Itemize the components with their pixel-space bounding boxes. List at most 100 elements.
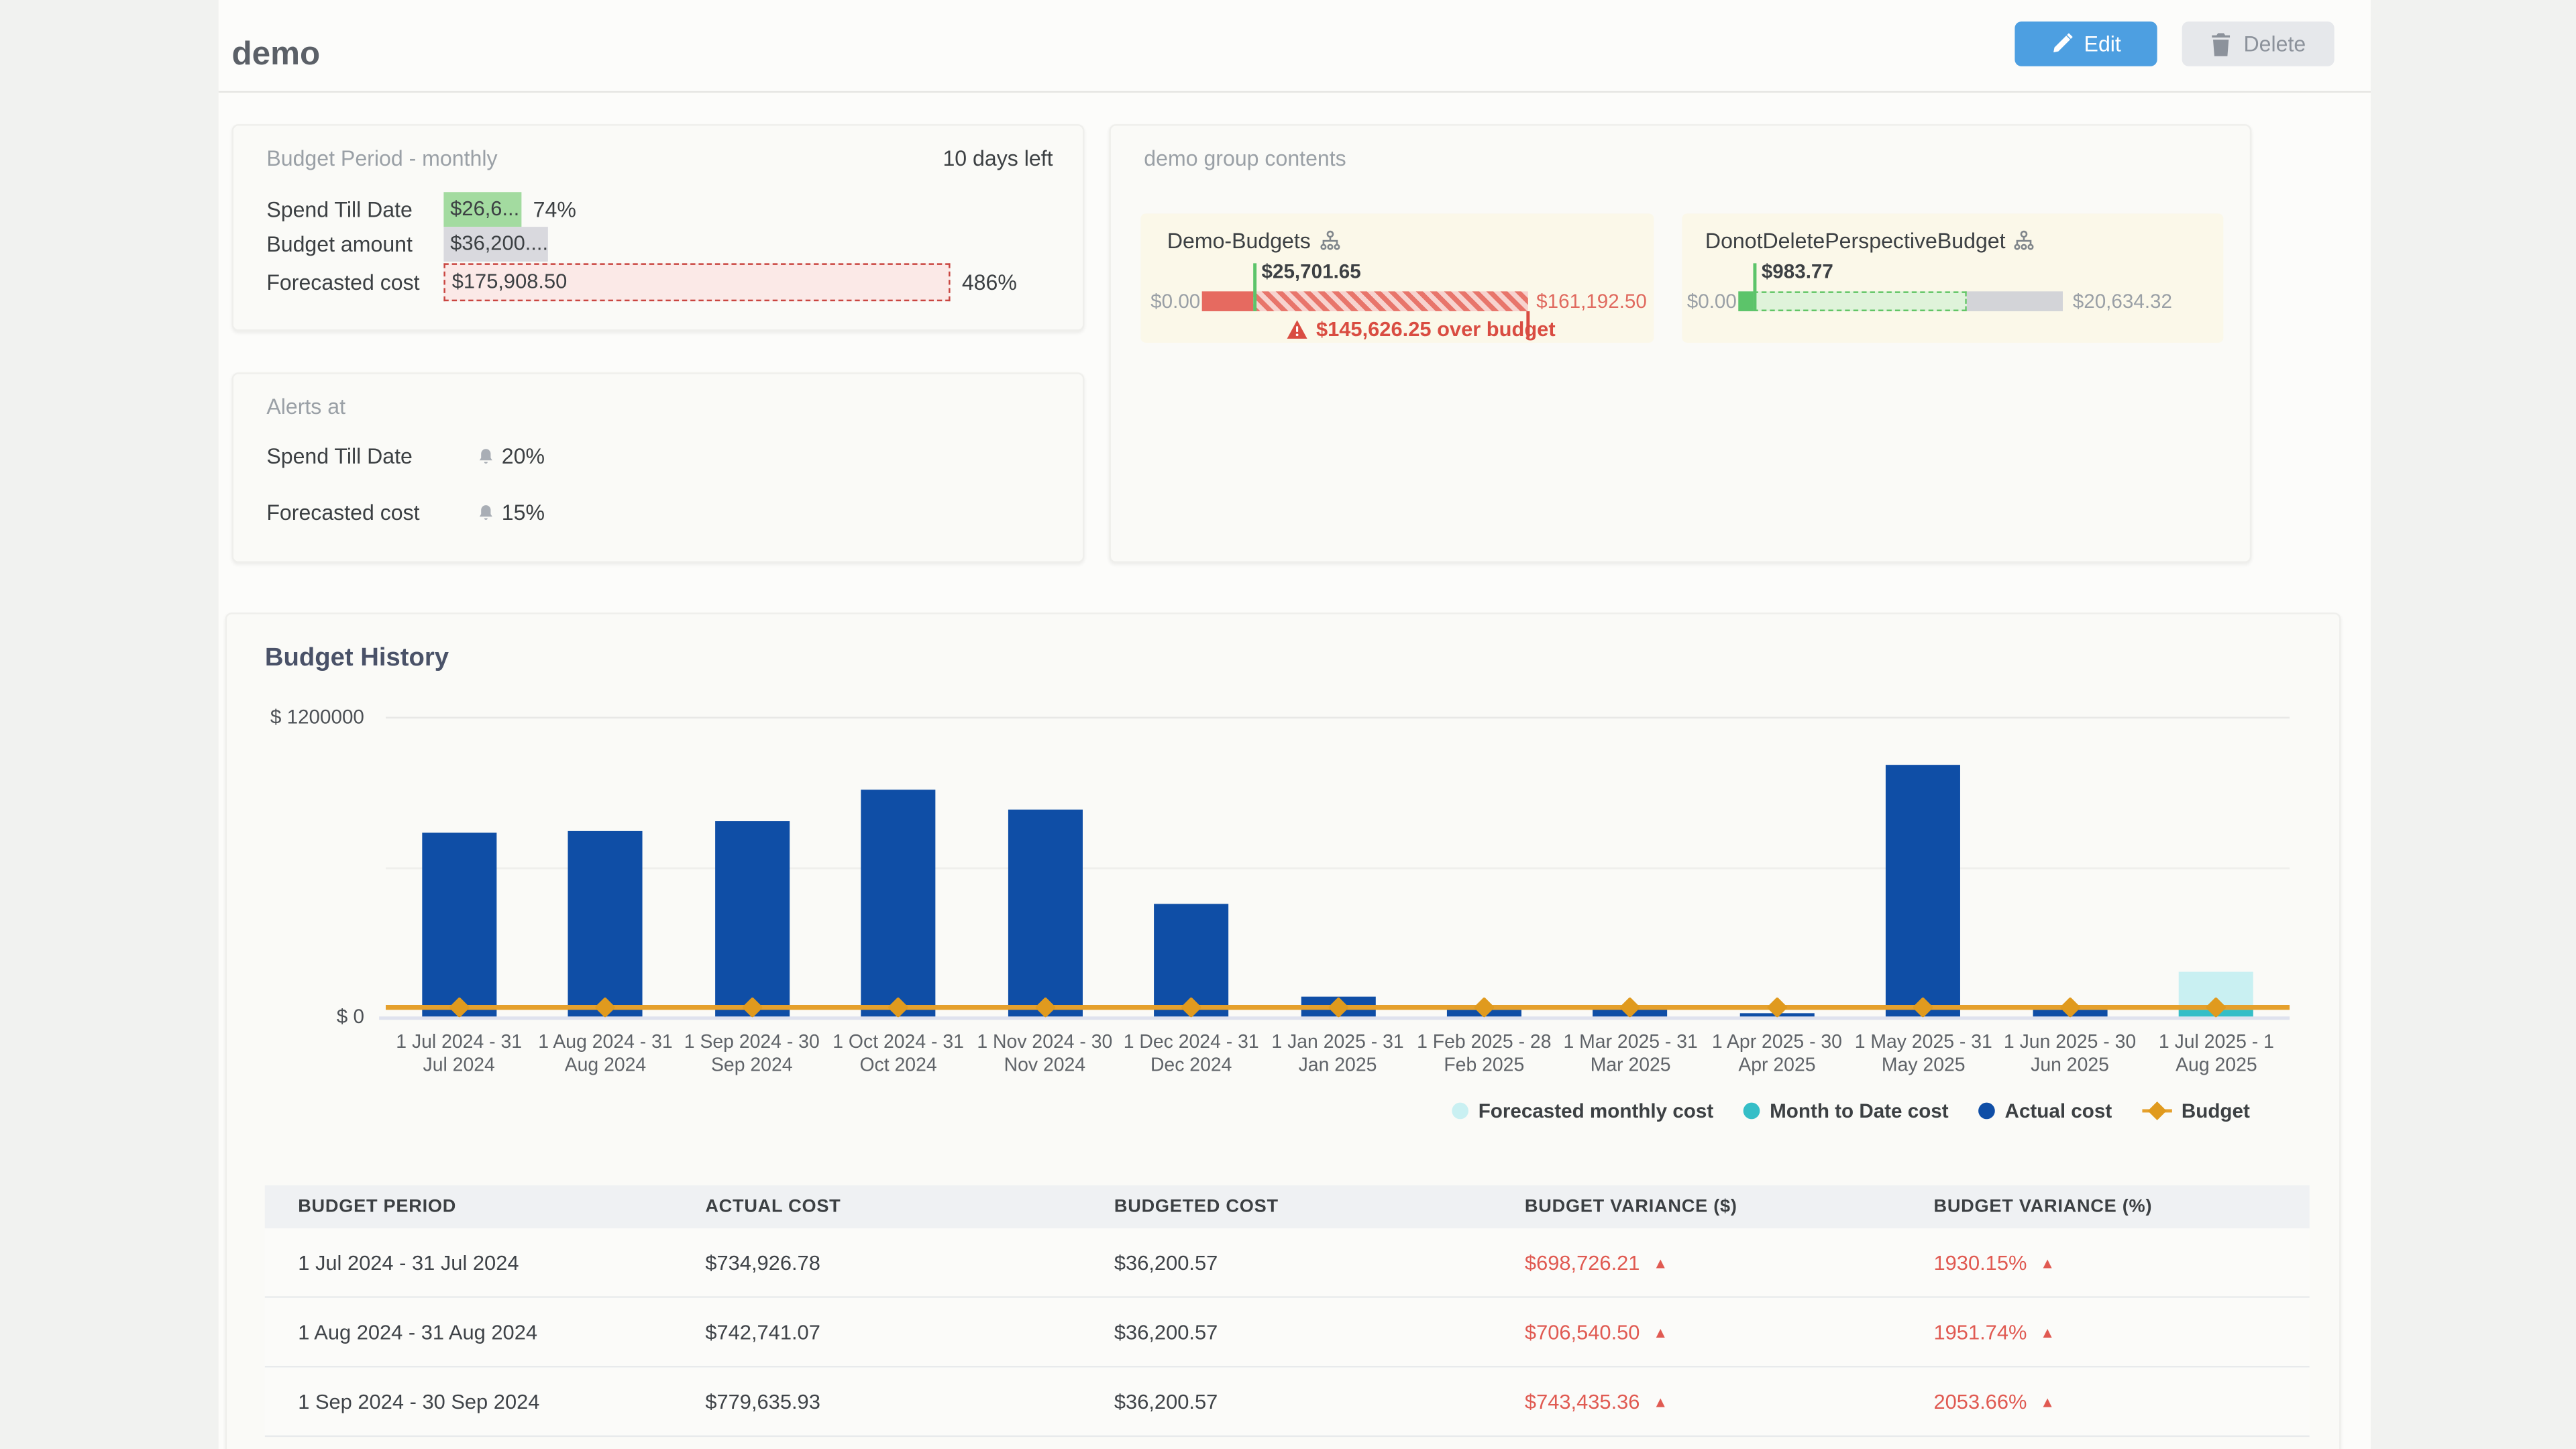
header-divider (218, 91, 2371, 93)
budget-period-row-percent: 486% (961, 270, 1017, 295)
actual-cost-bar[interactable] (568, 830, 643, 1017)
budget-period-card-title: Budget Period - monthly (266, 146, 498, 171)
hierarchy-icon (1319, 230, 1340, 252)
variance-up-icon: ▲ (1653, 1324, 1668, 1340)
actual-marker-line (1253, 263, 1256, 311)
edit-button[interactable]: Edit (2015, 21, 2157, 66)
chart-gridline (386, 716, 2290, 719)
y-axis-label-top: $ 1200000 (270, 705, 364, 729)
budget-tile-name-text: DonotDeletePerspectiveBudget (1705, 228, 2006, 254)
budget-period-row-label: Forecasted cost (266, 270, 420, 295)
actual-cost-bar[interactable] (1007, 809, 1082, 1017)
over-budget-text: $145,626.25 over budget (1316, 317, 1556, 341)
legend-dot-icon (1978, 1102, 1995, 1120)
cell-budget-variance-pct: 1930.15% ▲ (1933, 1250, 2055, 1275)
legend-item-forecasted-monthly-cost[interactable]: Forecasted monthly cost (1452, 1099, 1714, 1123)
table-row[interactable]: 1 Sep 2024 - 30 Sep 2024 $779,635.93 $36,2… (264, 1367, 2310, 1438)
cell-budget-variance-usd: $706,540.50 ▲ (1524, 1320, 1668, 1344)
hierarchy-icon (2014, 230, 2035, 252)
x-axis-tick-label: 1 Aug 2024 - 31 Aug 2024 (538, 1032, 673, 1077)
table-row[interactable]: 1 Jul 2024 - 31 Jul 2024 $734,926.78 $36,2… (264, 1228, 2310, 1298)
legend-dot-icon (1743, 1102, 1760, 1120)
x-axis-tick-label: 1 Feb 2025 - 28 Feb 2025 (1417, 1032, 1552, 1077)
alerts-card-title: Alerts at (266, 394, 346, 419)
bar-max-label: $161,192.50 (1536, 289, 1647, 313)
cell-budgeted-cost: $36,200.57 (1114, 1250, 1218, 1275)
budget-tile-demo-budgets[interactable]: Demo-Budgets $25,701.65 $0.00 $161,192.50 $1… (1140, 213, 1654, 343)
alert-row: Forecasted cost 15% (266, 500, 545, 525)
x-axis-tick-label: 1 Dec 2024 - 31 Dec 2024 (1123, 1032, 1259, 1077)
bar-forecast-over-segment (1253, 291, 1528, 311)
budget-history-table: BUDGET PERIOD ACTUAL COST BUDGETED COST BUD… (264, 1185, 2310, 1438)
variance-up-icon: ▲ (2040, 1254, 2055, 1271)
budget-period-value-chip: $36,200.... (443, 227, 548, 262)
budget-tile-name: Demo-Budgets (1167, 229, 1340, 254)
budget-tile-bar (1738, 291, 2063, 311)
content-column: demo Edit Delete Budget Period - monthly… (218, 0, 2371, 1449)
cell-budget-period: 1 Aug 2024 - 31 Aug 2024 (298, 1320, 538, 1344)
cell-budgeted-cost: $36,200.57 (1114, 1389, 1218, 1413)
budget-tile-bar (1201, 291, 1528, 311)
x-axis-tick-label: 1 Jul 2024 - 31 Jul 2024 (396, 1032, 523, 1077)
budget-tile-actual-amount: $983.77 (1761, 260, 1833, 284)
pencil-icon (2051, 33, 2073, 54)
x-axis-tick-label: 1 Jan 2025 - 31 Jan 2025 (1271, 1032, 1404, 1077)
alert-row-label: Forecasted cost (266, 500, 420, 525)
budget-period-row: Forecasted cost $175,908.50 486% (266, 263, 1017, 302)
cell-actual-cost: $779,635.93 (705, 1389, 820, 1413)
budget-tile-actual-amount: $25,701.65 (1261, 260, 1361, 284)
legend-item-budget[interactable]: Budget (2141, 1099, 2250, 1123)
variance-up-icon: ▲ (2040, 1393, 2055, 1410)
x-axis-tick-label: 1 Jul 2025 - 1 Aug 2025 (2158, 1032, 2274, 1077)
table-row[interactable]: 1 Aug 2024 - 31 Aug 2024 $742,741.07 $36,2… (264, 1297, 2310, 1368)
legend-label: Forecasted monthly cost (1478, 1099, 1714, 1123)
actual-cost-bar[interactable] (1886, 765, 1961, 1017)
table-header-cell: BUDGET PERIOD (298, 1197, 457, 1217)
table-header-cell: BUDGET VARIANCE ($) (1524, 1197, 1737, 1217)
budget-period-card: Budget Period - monthly 10 days left Spe… (231, 124, 1085, 331)
delete-button[interactable]: Delete (2182, 21, 2334, 66)
legend-item-actual-cost[interactable]: Actual cost (1978, 1099, 2112, 1123)
delete-button-label: Delete (2243, 31, 2306, 56)
budget-history-chart: 1 Jul 2024 - 31 Jul 2024 1 Aug 2024 - 31 Au… (379, 716, 2290, 1076)
cell-budget-variance-usd: $698,726.21 ▲ (1524, 1250, 1668, 1275)
cell-actual-cost: $734,926.78 (705, 1250, 820, 1275)
actual-cost-bar[interactable] (714, 822, 790, 1017)
chart-baseline (379, 1016, 2290, 1020)
budget-period-value-chip: $175,908.50 (443, 263, 951, 302)
alert-row-label: Spend Till Date (266, 443, 413, 469)
page-title: demo (231, 36, 321, 73)
cell-budget-variance-pct: 2053.66% ▲ (1933, 1389, 2055, 1413)
variance-up-icon: ▲ (1653, 1254, 1668, 1271)
budget-period-row-label: Spend Till Date (266, 197, 413, 222)
legend-label: Actual cost (2004, 1099, 2112, 1123)
group-contents-card: demo group contents Demo-Budgets $25,701.… (1109, 124, 2252, 564)
legend-label: Budget (2181, 1099, 2250, 1123)
budget-period-value-chip: $26,6... (443, 192, 522, 227)
legend-label: Month to Date cost (1770, 1099, 1949, 1123)
over-budget-bracket-line (1526, 311, 1529, 338)
actual-cost-bar[interactable] (421, 833, 496, 1017)
chart-legend: Forecasted monthly cost Month to Date cos… (1452, 1099, 2250, 1123)
budget-period-row-label: Budget amount (266, 231, 413, 257)
table-header-cell: BUDGET VARIANCE (%) (1933, 1197, 2153, 1217)
bell-icon (477, 502, 495, 523)
cell-budget-variance-usd: $743,435.36 ▲ (1524, 1389, 1668, 1413)
bar-remaining-segment (1966, 291, 2063, 311)
table-header-cell: ACTUAL COST (705, 1197, 841, 1217)
chart-gridline (386, 866, 2290, 869)
budget-period-row: Budget amount $36,200.... (266, 227, 548, 262)
x-axis-tick-label: 1 Jun 2025 - 30 Jun 2025 (2003, 1032, 2137, 1077)
budget-tile-donotdeleteperspectivebudget[interactable]: DonotDeletePerspectiveBudget $983.77 $0.00… (1682, 213, 2224, 343)
legend-item-month-to-date-cost[interactable]: Month to Date cost (1743, 1099, 1949, 1123)
over-budget-label: $145,626.25 over budget (1287, 318, 1556, 341)
x-axis-tick-label: 1 Nov 2024 - 30 Nov 2024 (977, 1032, 1113, 1077)
budget-tile-name-text: Demo-Budgets (1167, 228, 1311, 254)
bell-icon (477, 446, 495, 466)
x-axis-tick-label: 1 Mar 2025 - 31 Mar 2025 (1563, 1032, 1698, 1077)
variance-up-icon: ▲ (1653, 1393, 1668, 1410)
legend-diamond (2147, 1101, 2166, 1120)
cell-budget-period: 1 Sep 2024 - 30 Sep 2024 (298, 1389, 540, 1413)
actual-cost-bar[interactable] (861, 790, 936, 1017)
legend-dot-icon (1452, 1102, 1468, 1120)
